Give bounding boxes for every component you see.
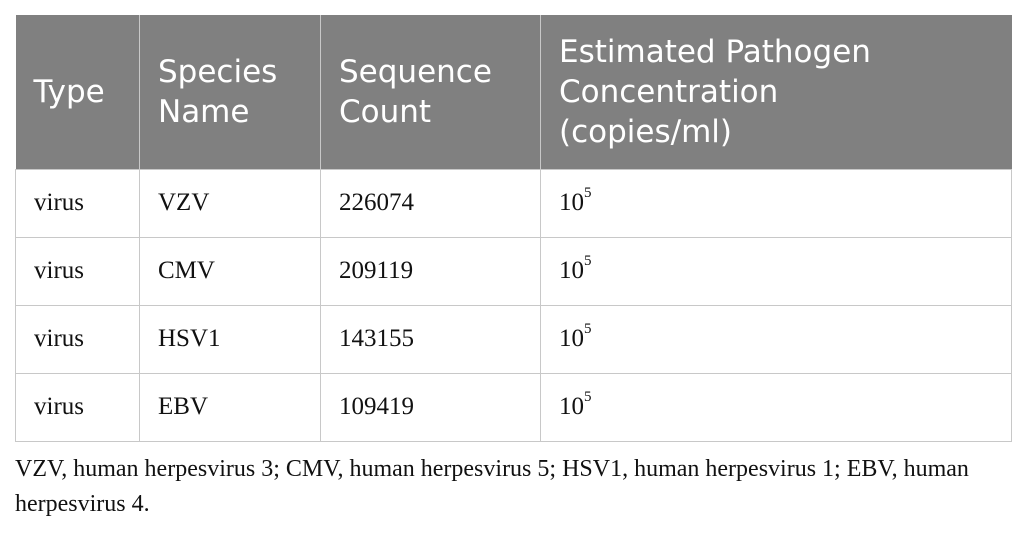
header-row: Type Species Name Sequence Count Estimat… [15, 15, 1012, 169]
cell-count: 209119 [320, 236, 541, 306]
pathogen-table: Type Species Name Sequence Count Estimat… [15, 15, 1012, 442]
header-sequence-count: Sequence Count [320, 15, 541, 169]
header-line: Concentration [559, 73, 779, 110]
conc-exponent: 5 [584, 388, 592, 405]
cell-concentration: 105 [540, 372, 1012, 442]
table-row: virus EBV 109419 105 [15, 372, 1012, 442]
header-estimated-concentration: Estimated Pathogen Concentration (copies… [541, 15, 1012, 169]
conc-base: 10 [559, 189, 584, 216]
cell-count: 109419 [320, 372, 541, 442]
header-line: (copies/ml) [559, 113, 732, 150]
cell-type: virus [15, 236, 140, 306]
header-line: Name [158, 93, 250, 130]
cell-species: EBV [139, 372, 321, 442]
cell-count: 143155 [320, 304, 541, 374]
conc-base: 10 [559, 393, 584, 420]
table-row: virus CMV 209119 105 [15, 236, 1012, 306]
cell-concentration: 105 [540, 236, 1012, 306]
cell-concentration: 105 [540, 304, 1012, 374]
conc-exponent: 5 [584, 252, 592, 269]
conc-exponent: 5 [584, 320, 592, 337]
cell-type: virus [15, 304, 140, 374]
data-table-container: Type Species Name Sequence Count Estimat… [15, 15, 1012, 442]
conc-exponent: 5 [584, 184, 592, 201]
cell-species: HSV1 [139, 304, 321, 374]
cell-type: virus [15, 372, 140, 442]
header-species-name: Species Name [139, 15, 321, 169]
table-header: Type Species Name Sequence Count Estimat… [15, 15, 1012, 169]
header-type: Type [15, 15, 140, 169]
cell-count: 226074 [320, 168, 541, 238]
header-line: Sequence [339, 53, 492, 90]
table-row: virus VZV 226074 105 [15, 168, 1012, 238]
header-line: Species [158, 53, 278, 90]
cell-concentration: 105 [540, 168, 1012, 238]
header-line: Type [33, 73, 105, 110]
conc-base: 10 [559, 257, 584, 284]
cell-type: virus [15, 168, 140, 238]
cell-species: VZV [139, 168, 321, 238]
table-body: virus VZV 226074 105 virus CMV 209119 10… [15, 168, 1012, 442]
header-line: Count [339, 93, 432, 130]
header-line: Estimated Pathogen [559, 33, 871, 70]
table-footnote: VZV, human herpesvirus 3; CMV, human her… [15, 456, 969, 517]
cell-species: CMV [139, 236, 321, 306]
table-row: virus HSV1 143155 105 [15, 304, 1012, 374]
conc-base: 10 [559, 325, 584, 352]
